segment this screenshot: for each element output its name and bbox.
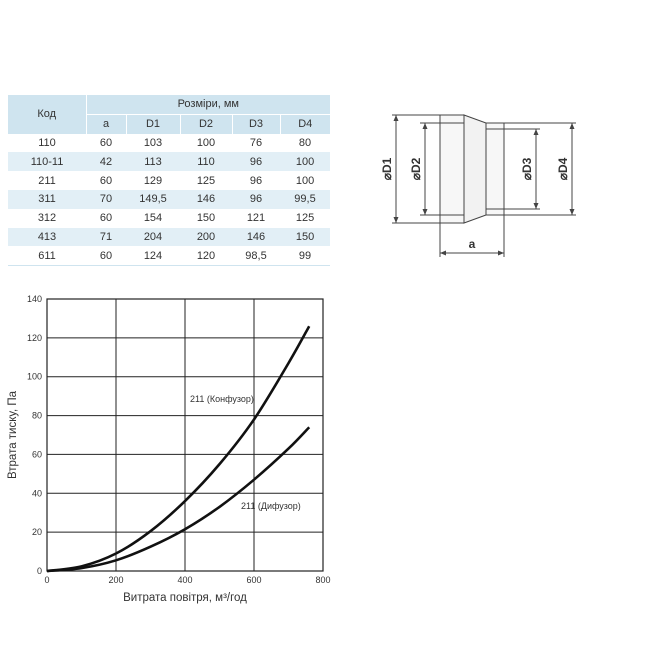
table-row: 311 70 149,5 146 96 99,5 bbox=[8, 189, 331, 209]
x-tick-label: 800 bbox=[315, 575, 330, 585]
value-cell-d1: 149,5 bbox=[126, 189, 180, 209]
value-cell-d4: 125 bbox=[295, 212, 315, 225]
value-cell-d2: 200 bbox=[180, 227, 232, 247]
table-header: Код Розміри, мм a D1 D2 D3 D4 bbox=[8, 95, 331, 134]
column-header-d3: D3 bbox=[231, 114, 280, 134]
table-row: 312 60 154 150 121 125 bbox=[8, 209, 330, 228]
table-row: 110 60 103 100 76 80 bbox=[8, 134, 330, 153]
value-cell-d2: 125 bbox=[196, 174, 216, 187]
value-cell-d3: 98,5 bbox=[232, 246, 280, 267]
x-tick-label: 600 bbox=[246, 575, 261, 585]
value-cell-d3: 76 bbox=[249, 136, 263, 149]
value-cell-d1: 124 bbox=[126, 246, 180, 267]
value-cell-d4: 100 bbox=[280, 152, 331, 172]
table-row: 110-11 42 113 110 96 100 bbox=[8, 152, 331, 172]
table-row: 211 60 129 125 96 100 bbox=[8, 171, 330, 190]
value-cell-a: 60 bbox=[86, 246, 126, 267]
value-cell-a: 60 bbox=[99, 174, 113, 187]
value-cell-d3: 121 bbox=[246, 212, 266, 225]
series-line-diffuser bbox=[46, 426, 311, 573]
code-cell: 311 bbox=[8, 189, 86, 209]
small-end bbox=[485, 122, 505, 216]
series-label-diffuser: 211 (Дифузор) bbox=[241, 501, 301, 511]
y-tick-label: 20 bbox=[32, 527, 42, 537]
reducer-drawing: ⌀D1 ⌀D2 ⌀D3 ⌀D4 a bbox=[380, 114, 576, 257]
value-cell-d1: 154 bbox=[143, 212, 163, 225]
dimensions-table: Код Розміри, мм a D1 D2 D3 D4 110 60 103 10… bbox=[8, 95, 331, 267]
value-cell-d2: 146 bbox=[180, 189, 232, 209]
series-lines bbox=[46, 325, 311, 573]
y-tick-label: 100 bbox=[27, 372, 42, 382]
d2-label: ⌀D2 bbox=[409, 157, 423, 180]
value-cell-a: 42 bbox=[86, 152, 126, 172]
code-cell: 211 bbox=[38, 174, 56, 187]
column-header-d2: D2 bbox=[179, 114, 232, 134]
value-cell-d2: 150 bbox=[196, 212, 216, 225]
large-end bbox=[439, 114, 465, 224]
value-cell-d3: 96 bbox=[232, 189, 280, 209]
value-cell-a: 60 bbox=[99, 136, 113, 149]
series-line-confusor bbox=[46, 325, 311, 573]
value-cell-a: 60 bbox=[99, 212, 113, 225]
table-row: 611 60 124 120 98,5 99 bbox=[8, 246, 331, 267]
value-cell-a: 70 bbox=[86, 189, 126, 209]
y-tick-label: 80 bbox=[32, 411, 42, 421]
value-cell-d2: 100 bbox=[196, 136, 216, 149]
table-row: 413 71 204 200 146 150 bbox=[8, 227, 331, 247]
x-tick-label: 0 bbox=[44, 575, 49, 585]
tick-labels: 0 200 400 600 800 0 20 40 60 80 100 120 140 bbox=[27, 294, 331, 585]
d1-label: ⌀D1 bbox=[380, 157, 394, 180]
series-label-confusor: 211 (Конфузор) bbox=[190, 394, 254, 404]
value-cell-d3: 146 bbox=[232, 227, 280, 247]
cone-section bbox=[463, 114, 487, 224]
value-cell-d2: 120 bbox=[180, 246, 232, 267]
value-cell-d4: 80 bbox=[298, 136, 312, 149]
a-label: a bbox=[469, 237, 476, 251]
column-header-d4: D4 bbox=[279, 114, 331, 134]
x-tick-label: 200 bbox=[108, 575, 123, 585]
value-cell-d3: 96 bbox=[232, 152, 280, 172]
y-tick-label: 0 bbox=[37, 566, 42, 576]
y-tick-label: 40 bbox=[32, 488, 42, 498]
d4-label: ⌀D4 bbox=[556, 157, 570, 180]
dimensions-group-header: Розміри, мм bbox=[86, 95, 331, 115]
value-cell-d1: 204 bbox=[126, 227, 180, 247]
x-axis-label: Витрата повітря, м³/год bbox=[123, 592, 247, 604]
value-cell-d4: 150 bbox=[280, 227, 331, 247]
y-axis-label: Втрата тиску, Па bbox=[7, 390, 19, 479]
code-cell: 110-11 bbox=[8, 152, 86, 172]
y-tick-label: 140 bbox=[27, 294, 42, 304]
code-cell: 312 bbox=[37, 212, 57, 225]
code-column-header: Код bbox=[8, 95, 87, 134]
value-cell-d2: 110 bbox=[180, 152, 232, 172]
value-cell-d3: 96 bbox=[249, 174, 263, 187]
table-body: 110 60 103 100 76 80 110-11 42 113 110 96 100 211 60 1… bbox=[8, 134, 331, 267]
code-cell: 611 bbox=[8, 246, 86, 267]
y-tick-label: 120 bbox=[27, 333, 42, 343]
code-cell: 110 bbox=[38, 136, 56, 149]
value-cell-d4: 100 bbox=[295, 174, 315, 187]
value-cell-d1: 113 bbox=[126, 152, 180, 172]
column-header-d1: D1 bbox=[125, 114, 180, 134]
pressure-loss-chart: 0 200 400 600 800 0 20 40 60 80 100 120 140 211 (Кон… bbox=[7, 294, 331, 604]
value-cell-d4: 99,5 bbox=[280, 189, 331, 209]
code-cell: 413 bbox=[8, 227, 86, 247]
value-cell-d1: 103 bbox=[143, 136, 163, 149]
y-tick-label: 60 bbox=[32, 449, 42, 459]
grid bbox=[47, 299, 323, 571]
value-cell-d4: 99 bbox=[280, 246, 331, 267]
x-tick-label: 400 bbox=[177, 575, 192, 585]
value-cell-d1: 129 bbox=[143, 174, 163, 187]
value-cell-a: 71 bbox=[86, 227, 126, 247]
column-header-a: a bbox=[85, 114, 126, 134]
d3-label: ⌀D3 bbox=[520, 157, 534, 180]
